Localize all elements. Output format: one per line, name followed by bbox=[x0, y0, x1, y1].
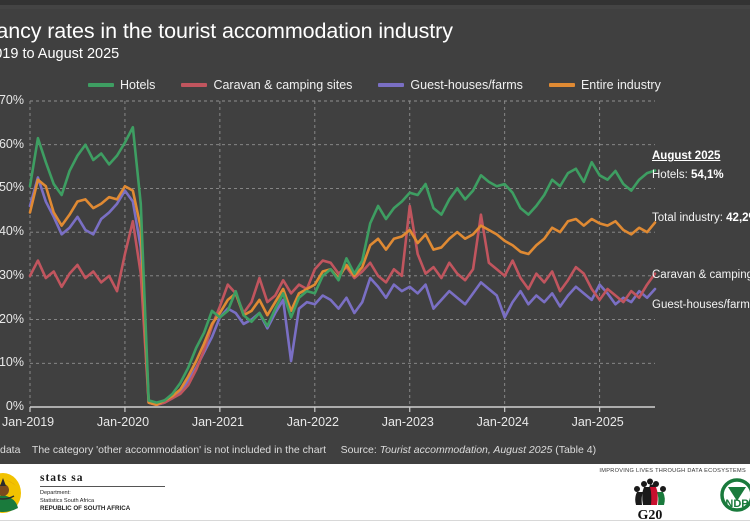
x-axis-tick-label: Jan-2020 bbox=[96, 415, 150, 429]
annotation-total-industry: Total industry: 42,2% bbox=[652, 212, 750, 224]
footnote-source-title: Tourist accommodation, August 2025 bbox=[379, 444, 553, 456]
annotation-guest-houses-farms: Guest-houses/farms: 2 bbox=[652, 299, 750, 311]
legend-swatch-icon bbox=[548, 83, 575, 87]
g20-logo: G20 SOUTH AFRICA 2025 bbox=[620, 478, 680, 524]
legend-item: Guest-houses/farms bbox=[378, 78, 523, 92]
y-axis-tick-label: 0% bbox=[5, 399, 24, 413]
x-axis-tick-label: Jan-2019 bbox=[2, 415, 55, 429]
plot-area bbox=[0, 89, 750, 419]
legend-item: Hotels bbox=[88, 78, 155, 92]
legend-swatch-icon bbox=[378, 83, 405, 87]
y-axis-tick-label: 50% bbox=[0, 180, 24, 195]
y-axis-tick-label: 60% bbox=[0, 136, 24, 151]
x-axis-tick-label: Jan-2022 bbox=[286, 415, 339, 429]
annotation-label: Hotels: bbox=[652, 169, 691, 181]
ndp-emblem-icon: NDP bbox=[720, 478, 750, 512]
footer-divider bbox=[0, 520, 750, 521]
legend-label: Entire industry bbox=[580, 78, 661, 92]
annotation-caravan-camping: Caravan & camping: 3 bbox=[652, 269, 750, 281]
footnote: data The category 'other accommodation' … bbox=[0, 444, 750, 456]
legend-item: Entire industry bbox=[548, 78, 661, 92]
dept-line-2: Statistics South Africa bbox=[40, 498, 95, 505]
y-axis-tick-label: 70% bbox=[0, 93, 24, 107]
footnote-note: The category 'other accommodation' is no… bbox=[31, 444, 327, 456]
dept-line-3: REPUBLIC OF SOUTH AFRICA bbox=[40, 505, 131, 513]
page-subtitle: ary 2019 to August 2025 bbox=[0, 46, 120, 62]
x-axis-tick-label: Jan-2025 bbox=[571, 415, 624, 429]
annotation-label: Total industry: bbox=[652, 212, 727, 224]
y-axis-tick-label: 20% bbox=[0, 311, 24, 326]
annotation-value: 42,2% bbox=[726, 212, 750, 224]
legend-swatch-icon bbox=[88, 83, 114, 87]
y-axis-tick-label: 30% bbox=[0, 267, 24, 282]
svg-text:NDP: NDP bbox=[725, 498, 748, 510]
statssa-logo: stats sa Department: Statistics South Af… bbox=[40, 472, 165, 514]
ndp-logo: NDP bbox=[712, 478, 750, 523]
annotation-value: 54,1% bbox=[691, 169, 724, 181]
chart-svg bbox=[28, 100, 657, 412]
legend-swatch-icon bbox=[181, 83, 208, 87]
x-axis-tick-label: Jan-2023 bbox=[381, 415, 434, 429]
annotation-label: Caravan & camping: bbox=[652, 269, 750, 281]
footnote-left: data bbox=[0, 444, 21, 456]
g20-emblem-icon bbox=[634, 478, 666, 505]
slide-footer: stats sa Department: Statistics South Af… bbox=[0, 464, 750, 524]
x-axis-tick-label: Jan-2024 bbox=[476, 415, 529, 429]
series-line-entire-industry bbox=[28, 178, 657, 407]
annotation-label: Guest-houses/farms: bbox=[652, 299, 750, 311]
x-axis-tick-label: Jan-2021 bbox=[191, 415, 244, 429]
coat-of-arms-icon bbox=[0, 473, 21, 513]
legend-label: Guest-houses/farms bbox=[410, 78, 523, 92]
y-axis-tick-label: 10% bbox=[0, 355, 24, 370]
top-cut-strip-secondary bbox=[0, 5, 750, 9]
footnote-source-table: (Table 4) bbox=[555, 444, 597, 456]
chart-legend: Hotels Caravan & camping sites Guest-house… bbox=[88, 78, 661, 92]
chart-slide: cupancy rates in the tourist accommodati… bbox=[0, 9, 750, 464]
y-axis-tick-label: 40% bbox=[0, 224, 24, 239]
series-line-guest-houses-farms bbox=[28, 176, 657, 407]
statssa-name: stats sa bbox=[40, 472, 84, 484]
dept-line-1: Department: bbox=[40, 490, 71, 496]
legend-label: Caravan & camping sites bbox=[213, 78, 353, 92]
annotation-hotels: Hotels: 54,1% bbox=[652, 169, 724, 181]
footnote-source-label: Source: bbox=[340, 444, 377, 456]
statssa-divider bbox=[40, 486, 165, 487]
legend-label: Hotels bbox=[120, 78, 156, 92]
series-line-hotels bbox=[28, 125, 657, 404]
g20-label: G20 bbox=[637, 508, 663, 523]
footer-tagline: IMPROVING LIVES THROUGH DATA ECOSYSTEMS bbox=[599, 468, 746, 474]
legend-item: Caravan & camping sites bbox=[181, 78, 352, 92]
annotation-header: August 2025 bbox=[652, 150, 721, 162]
page-title: cupancy rates in the tourist accommodati… bbox=[0, 19, 453, 43]
top-cut-strip bbox=[0, 0, 750, 5]
